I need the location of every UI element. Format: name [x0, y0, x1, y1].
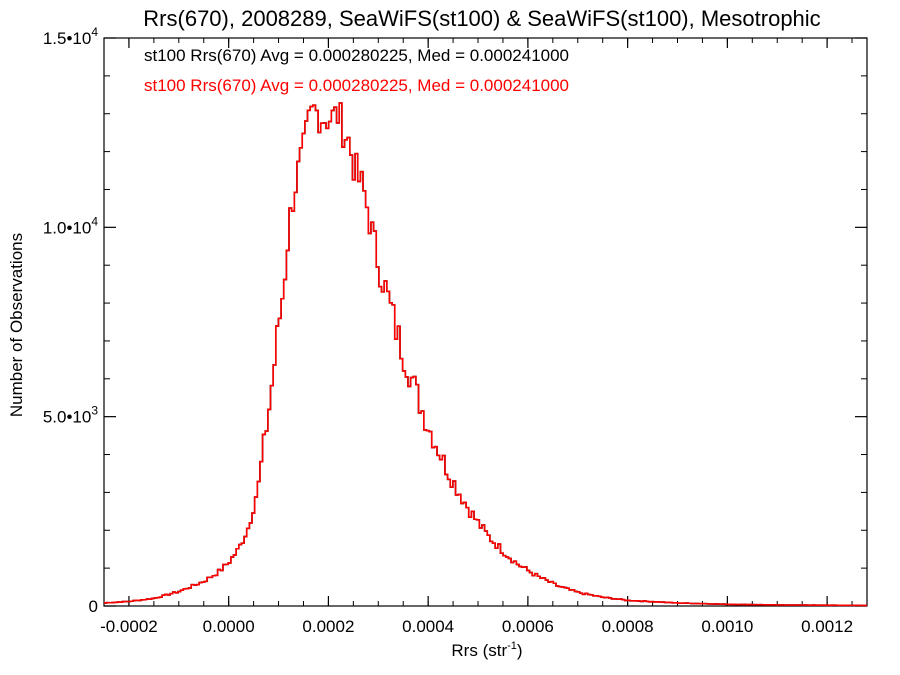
- y-tick-label: 0: [89, 597, 98, 616]
- x-tick-label: 0.0010: [701, 617, 753, 636]
- y-axis-label: Number of Observations: [7, 233, 26, 417]
- histogram-series-1: [104, 102, 867, 607]
- y-tick-label-exponent: 4: [91, 214, 98, 228]
- y-tick-label-base: 0: [89, 597, 98, 616]
- x-axis-label-superscript: -1: [507, 640, 517, 652]
- x-tick-label: 0.0000: [203, 617, 255, 636]
- histogram-series: [104, 102, 867, 607]
- x-axis-label: Rrs (str-1): [451, 640, 522, 660]
- y-tick-label: 1.0•104: [43, 214, 99, 237]
- x-tick-label: 0.0008: [602, 617, 654, 636]
- plot-area: [103, 37, 868, 607]
- y-tick-label-base: 1.0•10: [43, 218, 92, 237]
- y-tick-label-base: 1.5•10: [43, 29, 92, 48]
- y-tick-label: 1.5•104: [43, 25, 99, 48]
- plot-frame: [103, 37, 868, 607]
- y-tick-label-exponent: 4: [91, 25, 98, 39]
- y-tick-label: 5.0•103: [43, 404, 99, 427]
- histogram-series-2: [104, 102, 867, 607]
- x-tick-label: 0.0002: [302, 617, 354, 636]
- x-axis-label-text: Rrs (str: [451, 641, 507, 660]
- x-tick-label: 0.0006: [502, 617, 554, 636]
- stat-label-series-1: st100 Rrs(670) Avg = 0.000280225, Med = …: [144, 46, 569, 65]
- x-tick-label: -0.0002: [100, 617, 158, 636]
- x-axis: -0.0002 0.0000 0.0002 0.0004 0.0006 0.0008 0.0…: [100, 38, 853, 636]
- x-tick-label: 0.0012: [801, 617, 853, 636]
- x-tick-label: 0.0004: [402, 617, 454, 636]
- stat-label-series-2: st100 Rrs(670) Avg = 0.000280225, Med = …: [144, 76, 569, 95]
- y-tick-label-exponent: 3: [91, 404, 98, 418]
- chart-title: Rrs(670), 2008289, SeaWiFS(st100) & SeaW…: [143, 6, 820, 31]
- y-tick-label-base: 5.0•10: [43, 408, 92, 427]
- x-axis-label-close: ): [517, 641, 523, 660]
